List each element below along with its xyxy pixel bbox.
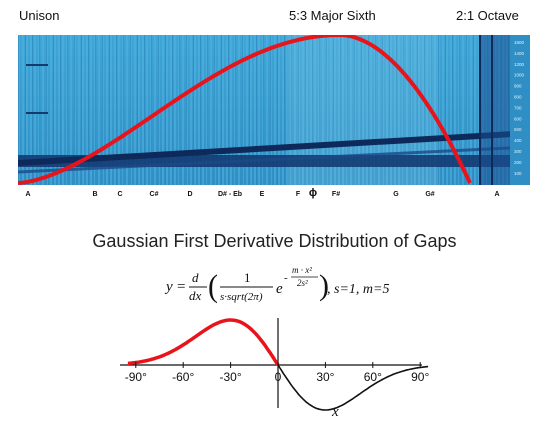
gaussian-plot: -90° -60° -30° 0 30° 60° 90° x bbox=[100, 310, 440, 427]
x-tick-label: 30° bbox=[316, 370, 334, 384]
formula-e: e bbox=[276, 281, 283, 297]
frequency-tick-label: 1200 bbox=[514, 62, 525, 67]
frequency-scale: 1600 1400 1200 1000 900 800 700 600 500 400 300 200… bbox=[514, 40, 525, 176]
note-label-f-sharp: F# bbox=[331, 191, 341, 198]
formula-close-paren: ) bbox=[319, 269, 329, 302]
formula-dx: dx bbox=[189, 288, 202, 303]
formula-open-paren: ( bbox=[208, 269, 218, 304]
formula-minus: - bbox=[284, 272, 288, 284]
gaussian-formula: y = d dx ( 1 s·sqrt(2π) e - m · x² 2s² )… bbox=[160, 262, 400, 311]
formula-y: y bbox=[164, 279, 173, 295]
note-label-b: B bbox=[92, 191, 98, 198]
frequency-tick-label: 500 bbox=[514, 127, 522, 132]
formula-exp-denominator: 2s² bbox=[297, 278, 308, 288]
formula-denominator: s·sqrt(2π) bbox=[220, 291, 263, 303]
formula-params: , s=1, m=5 bbox=[327, 282, 389, 297]
gaussian-title: Gaussian First Derivative Distribution o… bbox=[92, 231, 457, 251]
frequency-tick-label: 400 bbox=[514, 138, 522, 143]
note-label-g-sharp: G# bbox=[425, 191, 435, 198]
formula-d: d bbox=[192, 270, 199, 285]
octave-frame bbox=[480, 35, 510, 185]
rising-tone-line-2 bbox=[17, 145, 531, 174]
x-axis-label: x bbox=[331, 404, 339, 420]
spectrogram-curve bbox=[17, 32, 472, 185]
frequency-tick-label: 600 bbox=[514, 116, 522, 121]
formula-equals: = bbox=[177, 279, 185, 295]
note-label-e: E bbox=[259, 191, 265, 198]
frequency-tick-label: 700 bbox=[514, 105, 522, 110]
frequency-tick-label: 900 bbox=[514, 84, 522, 89]
major-sixth-label: 5:3 Major Sixth bbox=[289, 8, 376, 23]
x-tick-label: -90° bbox=[125, 370, 147, 384]
frequency-tick-label: 1600 bbox=[514, 40, 525, 45]
formula-svg: y = d dx ( 1 s·sqrt(2π) e - m · x² 2s² )… bbox=[164, 265, 389, 304]
note-label-a-low: A bbox=[25, 191, 31, 198]
gaussian-curve-negative bbox=[277, 364, 429, 411]
note-label-phi: ϕ bbox=[308, 187, 318, 199]
note-label-g: G bbox=[393, 191, 399, 198]
frequency-tick-label: 100 bbox=[514, 171, 522, 176]
spectrogram-image: 1600 1400 1200 1000 900 800 700 600 500 400 300 200… bbox=[17, 32, 531, 185]
spectrogram-panel: 1600 1400 1200 1000 900 800 700 600 500 400 300 200… bbox=[17, 32, 531, 190]
frequency-scale-column bbox=[510, 35, 530, 185]
unison-label: Unison bbox=[19, 8, 60, 23]
x-tick-label: -30° bbox=[220, 370, 242, 384]
x-tick-label: 90° bbox=[411, 370, 429, 384]
x-tick-label: 60° bbox=[364, 370, 382, 384]
note-label-c-sharp: C# bbox=[149, 191, 159, 198]
formula-exp-numerator: m · x² bbox=[292, 265, 312, 275]
note-label-f: F bbox=[295, 191, 301, 198]
rising-tone-line bbox=[17, 130, 531, 166]
x-tick-label: 0 bbox=[275, 370, 282, 384]
frequency-tick-label: 200 bbox=[514, 160, 522, 165]
note-label-d: D bbox=[187, 191, 193, 198]
note-label-a-high: A bbox=[494, 191, 500, 198]
gaussian-plot-svg: -90° -60° -30° 0 30° 60° 90° x bbox=[120, 318, 429, 420]
gaussian-curve-positive bbox=[127, 318, 280, 366]
frequency-tick-label: 1400 bbox=[514, 51, 525, 56]
formula-one: 1 bbox=[244, 270, 251, 285]
note-label-d-sharp-e-flat: D# - Eb bbox=[217, 191, 243, 198]
frequency-tick-label: 300 bbox=[514, 149, 522, 154]
octave-label: 2:1 Octave bbox=[456, 8, 519, 23]
note-label-c: C bbox=[117, 191, 123, 198]
frequency-tick-label: 800 bbox=[514, 95, 522, 100]
frequency-tick-label: 1000 bbox=[514, 73, 525, 78]
x-tick-label: -60° bbox=[172, 370, 194, 384]
